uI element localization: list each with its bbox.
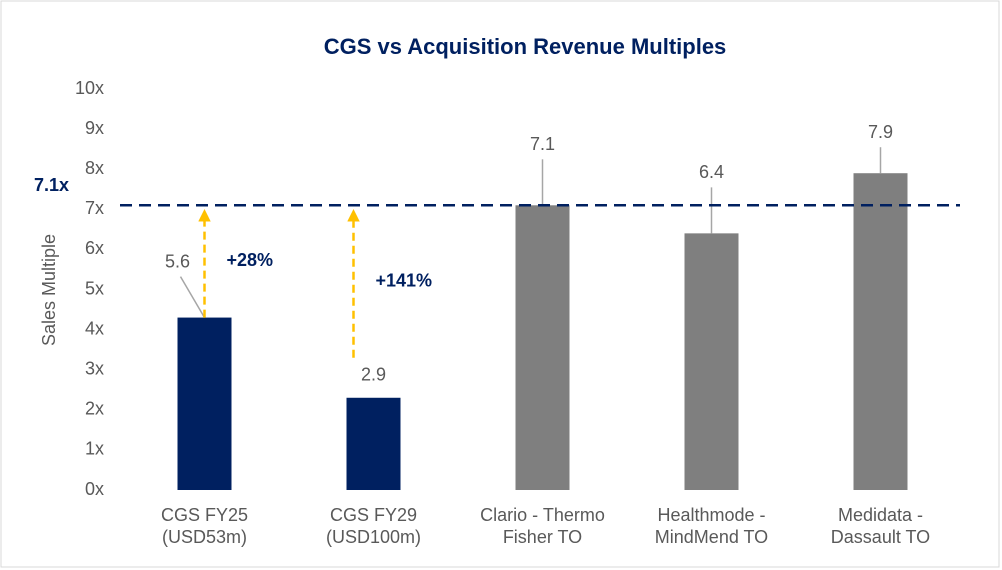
y-tick-label: 9x (85, 118, 104, 138)
x-tick-label-line: CGS FY25 (161, 505, 248, 525)
y-tick-label: 2x (85, 399, 104, 419)
bar (177, 317, 232, 490)
x-tick-label: Clario - Thermo Fisher TO (480, 505, 605, 547)
x-tick-label: Healthmode -MindMend TO (655, 505, 768, 547)
y-tick-label: 5x (85, 278, 104, 298)
bar (684, 233, 739, 491)
x-tick-label-line: Clario - Thermo (480, 505, 605, 525)
x-tick-label-line: (USD100m) (326, 527, 421, 547)
x-tick-label-line: Fisher TO (503, 527, 582, 547)
growth-label: +28% (227, 250, 274, 270)
y-tick-label: 8x (85, 158, 104, 178)
y-axis-label: Sales Multiple (39, 234, 59, 346)
x-tick-label-line: MindMend TO (655, 527, 768, 547)
x-tick-label: Medidata -Dassault TO (831, 505, 930, 547)
y-tick-label: 0x (85, 479, 104, 499)
x-tick-label: CGS FY29 (USD100m) (326, 505, 421, 547)
callout-label: 5.6 (165, 251, 190, 271)
reference-label: 7.1x (34, 175, 69, 195)
callout-label: 7.9 (868, 122, 893, 142)
bar (346, 397, 401, 490)
callout-label: 6.4 (699, 162, 724, 182)
callout-label: 7.1 (530, 134, 555, 154)
bar (853, 173, 908, 490)
x-tick-label: CGS FY25 (USD53m) (161, 505, 248, 547)
x-tick-label-line: CGS FY29 (330, 505, 417, 525)
x-tick-label-line: Dassault TO (831, 527, 930, 547)
y-tick-label: 1x (85, 439, 104, 459)
growth-label: +141% (376, 270, 433, 290)
x-tick-label-line: Medidata - (838, 505, 923, 525)
y-tick-label: 4x (85, 318, 104, 338)
callout-label: 2.9 (361, 365, 386, 385)
x-tick-label-line: (USD53m) (162, 527, 247, 547)
chart-title: CGS vs Acquisition Revenue Multiples (324, 34, 727, 59)
y-tick-label: 7x (85, 198, 104, 218)
callout-leader (179, 276, 206, 318)
y-tick-label: 3x (85, 358, 104, 378)
y-tick-label: 6x (85, 238, 104, 258)
bar (515, 205, 570, 491)
x-tick-label-line: Healthmode - (657, 505, 765, 525)
y-tick-label: 10x (75, 78, 104, 98)
